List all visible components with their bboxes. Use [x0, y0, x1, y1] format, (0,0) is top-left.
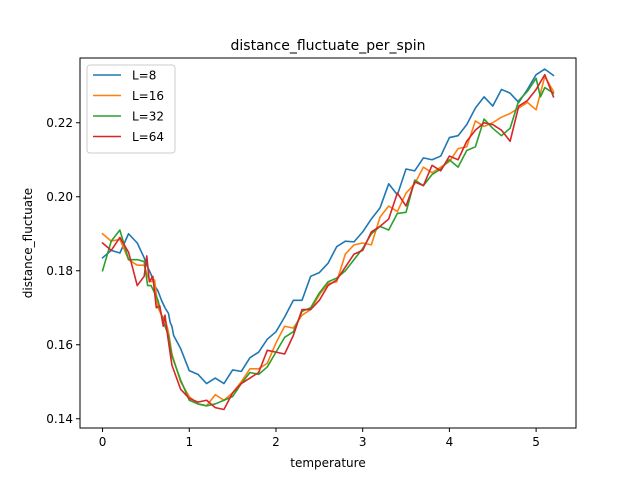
legend-label: L=64	[132, 130, 164, 144]
legend-label: L=32	[132, 110, 164, 124]
y-axis: 0.14 0.16 0.18 0.20 0.22	[46, 116, 80, 426]
x-tick-label: 5	[532, 435, 540, 449]
y-tick-label: 0.18	[46, 264, 73, 278]
y-axis-label: distance_fluctuate	[21, 188, 35, 298]
legend-label: L=16	[132, 89, 164, 103]
chart-title: distance_fluctuate_per_spin	[231, 38, 426, 54]
x-tick-label: 3	[359, 435, 367, 449]
x-axis-label: temperature	[290, 456, 365, 470]
y-tick-label: 0.14	[46, 412, 73, 426]
y-tick-label: 0.20	[46, 190, 73, 204]
legend-box	[86, 64, 176, 154]
x-tick-label: 0	[99, 435, 107, 449]
x-axis: 0 1 2 3 4 5	[99, 428, 540, 449]
series-layer	[101, 68, 555, 411]
legend-label: L=8	[132, 69, 156, 83]
plot-frame	[79, 57, 577, 429]
y-tick-label: 0.16	[46, 338, 73, 352]
legend: L=8 L=16 L=32 L=64	[86, 64, 176, 154]
series-line-l-64	[101, 73, 555, 411]
series-line-l-16	[101, 75, 555, 407]
x-tick-label: 1	[185, 435, 193, 449]
y-tick-label: 0.22	[46, 116, 73, 130]
x-tick-label: 2	[272, 435, 280, 449]
x-tick-label: 4	[446, 435, 454, 449]
series-line-l-8	[101, 68, 555, 385]
